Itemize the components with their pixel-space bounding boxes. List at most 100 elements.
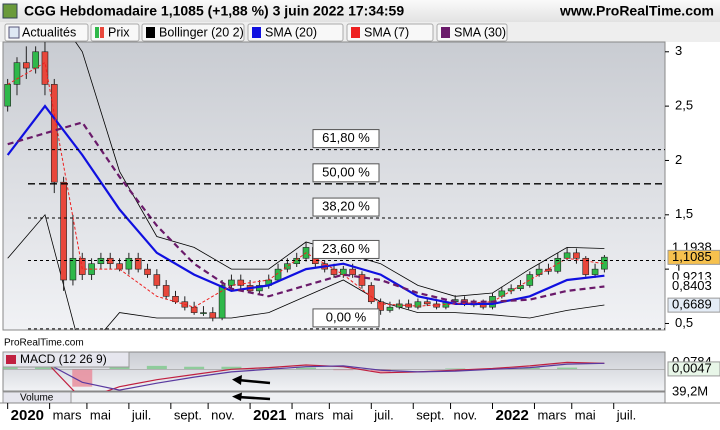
x-tick-label: nov. — [454, 407, 478, 422]
macd-swatch — [6, 355, 16, 364]
candle-body — [190, 306, 198, 313]
fib-label-box — [312, 197, 380, 217]
fib-layer: 61,80 % 50,00 % 38,20 % 23,60 % 0,00 % — [28, 129, 665, 330]
fib-label: 0,00 % — [326, 309, 367, 324]
legend-swatch — [252, 27, 261, 38]
candle-body — [591, 268, 599, 275]
right-axis: 0,511,522,531,19380,92131,10850,84030,66… — [665, 43, 720, 400]
toolbar-label: Prix — [108, 25, 130, 39]
candle-body — [377, 301, 384, 311]
candle-body — [274, 268, 282, 281]
x-tick-label: mars — [537, 407, 566, 422]
legend-swatch — [95, 27, 99, 38]
candle-body — [414, 301, 422, 308]
candle-body — [13, 62, 21, 85]
x-axis: 2020 mars mai juil. sept. nov. 2021 mars mai juil… — [0, 402, 720, 424]
macd-layer — [3, 360, 665, 391]
volume-label: Volume — [20, 393, 54, 404]
macd-histogram-bar — [146, 365, 167, 370]
legend-swatch — [146, 27, 155, 38]
y-tick-label: 0,5 — [675, 315, 693, 330]
price-label-box — [667, 249, 720, 265]
price-label-box — [668, 385, 720, 400]
fib-label-box — [312, 239, 380, 259]
bollinger-band — [7, 213, 605, 330]
candle-body — [209, 312, 217, 319]
y-tick-label: 1,5 — [675, 206, 693, 221]
candle-body — [349, 268, 356, 275]
macd-histogram-bar — [3, 367, 18, 370]
x-tick-label: 2021 — [253, 407, 286, 424]
price-pane — [2, 41, 666, 331]
candle-body — [293, 257, 301, 265]
price-label-box — [667, 297, 720, 313]
candle-body — [545, 268, 552, 272]
x-tick-label: sept. — [416, 407, 444, 422]
candle-body — [162, 285, 170, 297]
candle-body — [535, 268, 543, 275]
candle-body — [526, 274, 534, 286]
header-bar — [0, 0, 720, 22]
watermark: ProRealTime.com — [4, 338, 84, 349]
toolbar-button — [141, 23, 245, 42]
fib-label-box — [312, 163, 380, 183]
candle-body — [573, 252, 580, 259]
sma-line — [7, 121, 605, 303]
toolbar-button — [247, 23, 344, 42]
candle-body — [69, 257, 77, 281]
candle-body — [41, 51, 49, 85]
x-tick-label: mai — [332, 407, 353, 422]
candle-body — [358, 274, 366, 286]
candle-body — [60, 181, 67, 281]
y-tick-label: 2 — [675, 152, 682, 167]
macd-line — [7, 360, 605, 391]
candle-body — [153, 274, 161, 286]
toolbar-label: SMA (30) — [454, 25, 506, 39]
macd-histogram-bar — [221, 366, 242, 370]
price-label: 0,0047 — [672, 360, 712, 375]
toolbar-label: Bollinger (20 2) — [159, 25, 244, 39]
fib-label-box — [312, 129, 380, 149]
candle-body — [218, 285, 226, 319]
macd-histogram-bar — [258, 367, 279, 370]
toolbar-button — [436, 23, 508, 42]
candle-body — [330, 268, 338, 275]
candle-body — [423, 301, 431, 305]
x-tick-label: 2020 — [11, 407, 44, 424]
candle-body — [367, 285, 375, 303]
macd-histogram-bar — [34, 367, 55, 370]
candle-body — [144, 268, 151, 275]
candle-body — [106, 257, 114, 265]
price-label: 1,1085 — [672, 249, 712, 264]
macd-histogram-bar — [333, 369, 354, 371]
arrows — [232, 375, 271, 401]
candle-body — [237, 279, 245, 286]
price-layer — [4, 42, 608, 330]
toolbar-button — [4, 23, 89, 42]
candle-body — [554, 257, 562, 272]
x-tick-label: sept. — [174, 407, 202, 422]
header-icon — [2, 3, 18, 19]
candle-body — [116, 263, 123, 270]
x-tick-label: mars — [53, 407, 82, 422]
candle-body — [582, 257, 590, 275]
macd-histogram-bar — [72, 369, 93, 387]
toolbar-button — [346, 23, 434, 42]
macd-label-box — [2, 351, 130, 368]
y-tick-label: 1 — [675, 261, 682, 276]
candle-body — [200, 312, 207, 314]
price-label-box — [667, 361, 720, 377]
price-label: 0,6689 — [672, 297, 712, 312]
candle-body — [284, 263, 291, 270]
sma-line — [7, 61, 605, 308]
toolbar-label: Actualités — [22, 25, 76, 39]
legend-swatch — [441, 27, 450, 38]
macd-histogram-bar — [557, 367, 578, 370]
toolbar-label: SMA (20) — [265, 25, 317, 39]
x-tick-label: mai — [90, 407, 111, 422]
candle-body — [23, 62, 30, 69]
y-tick-label: 2,5 — [675, 98, 693, 113]
fib-label: 23,60 % — [322, 241, 370, 256]
x-tick-label: mai — [575, 407, 596, 422]
